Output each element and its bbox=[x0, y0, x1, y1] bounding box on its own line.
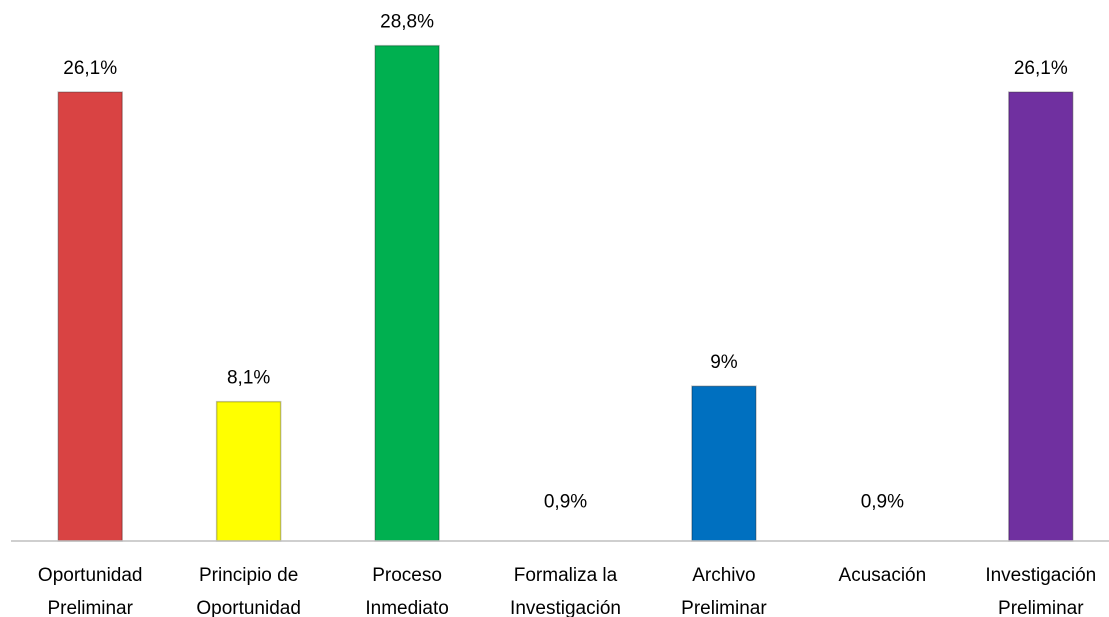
x-tick-label-line: Inmediato bbox=[365, 598, 448, 617]
bar bbox=[691, 385, 757, 542]
bar bbox=[850, 525, 915, 541]
bar bbox=[215, 400, 282, 542]
data-label: 0,9% bbox=[544, 492, 587, 513]
x-tick-label-line: Formaliza la bbox=[514, 565, 618, 586]
data-label: 26,1% bbox=[1014, 58, 1068, 79]
data-label: 0,9% bbox=[861, 492, 904, 513]
x-tick-label-line: Oportunidad bbox=[38, 565, 143, 586]
x-tick-label-line: Investigación bbox=[985, 565, 1096, 586]
data-label: 9% bbox=[710, 352, 738, 373]
x-tick-label-line: Investigación bbox=[510, 598, 621, 617]
x-tick-label-line: Proceso bbox=[372, 565, 442, 586]
x-tick-label-line: Acusación bbox=[839, 565, 927, 586]
bar bbox=[57, 91, 123, 542]
x-tick-label: Acusación bbox=[839, 565, 927, 586]
x-tick-label-line: Preliminar bbox=[47, 598, 133, 617]
x-tick-label: Archivo Preliminar bbox=[681, 565, 767, 617]
x-tick-label-line: Oportunidad bbox=[196, 598, 301, 617]
x-tick-label-line: Archivo bbox=[692, 565, 755, 586]
bar bbox=[1008, 91, 1074, 542]
x-tick-label: Oportunidad Preliminar bbox=[38, 565, 143, 617]
x-tick-label: Investigación Preliminar bbox=[985, 565, 1096, 617]
data-label: 26,1% bbox=[63, 58, 117, 79]
x-tick-label-line: Preliminar bbox=[998, 598, 1084, 617]
x-tick-label-line: Preliminar bbox=[681, 598, 767, 617]
bar bbox=[374, 44, 440, 542]
x-tick-label-line: Principio de bbox=[199, 565, 298, 586]
data-label: 28,8% bbox=[380, 12, 434, 33]
x-tick-label: Proceso Inmediato bbox=[365, 565, 448, 617]
x-tick-label: Principio de Oportunidad bbox=[196, 565, 301, 617]
bar bbox=[533, 525, 598, 541]
x-tick-label: Formaliza la Investigación bbox=[510, 565, 621, 617]
data-label: 8,1% bbox=[227, 368, 270, 389]
